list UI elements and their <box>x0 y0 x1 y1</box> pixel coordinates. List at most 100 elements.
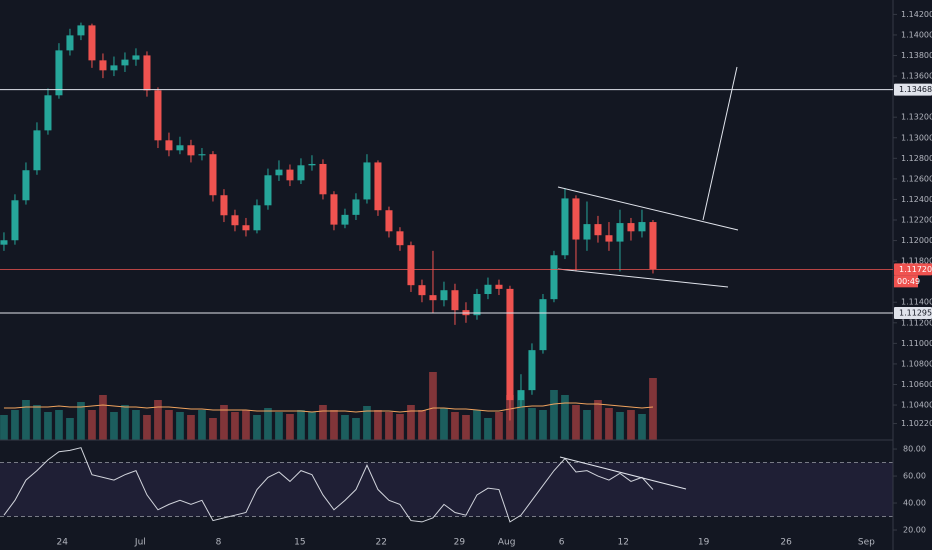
volume-bar <box>418 410 426 440</box>
candle-body <box>418 285 426 296</box>
volume-bar <box>638 414 646 440</box>
price-level-box <box>894 263 932 276</box>
candle-body <box>616 223 624 242</box>
y-tick-label: 1.13000 <box>901 133 932 142</box>
candle-body <box>352 199 360 215</box>
rsi-line <box>3 447 654 523</box>
volume-bar <box>44 412 52 440</box>
y-tick-label: 1.13800 <box>901 51 932 60</box>
candle-body <box>429 295 437 301</box>
candle-body <box>528 350 536 391</box>
candle-body <box>99 60 107 71</box>
y-tick-label: 1.12000 <box>901 236 932 245</box>
candle-body <box>286 169 294 181</box>
trend-line <box>557 186 739 231</box>
volume-bar <box>517 400 525 440</box>
y-tick-label: 1.13200 <box>901 113 932 122</box>
volume-bar <box>451 412 459 440</box>
candle-body <box>539 299 547 351</box>
x-tick-label: 29 <box>454 538 466 548</box>
y-tick-label: 1.11200 <box>901 318 932 327</box>
volume-bar <box>88 410 96 440</box>
volume-bar <box>0 415 8 440</box>
candle-body <box>165 140 173 151</box>
candle-body <box>572 198 580 240</box>
volume-bar <box>22 400 30 440</box>
volume-bar <box>264 408 272 440</box>
rsi-tick-label: 40.00 <box>903 499 926 508</box>
volume-bar <box>308 412 316 440</box>
volume-bar <box>55 410 63 440</box>
candle-body <box>231 215 239 226</box>
volume-bar <box>352 418 360 440</box>
x-tick-label: 26 <box>780 538 792 548</box>
mid-layer <box>0 22 657 523</box>
candle-body <box>385 210 393 232</box>
candle-body <box>583 224 591 240</box>
volume-bar <box>528 408 536 440</box>
projection-line <box>702 66 738 221</box>
x-tick-label: Aug <box>498 538 516 548</box>
candle-body <box>198 154 206 156</box>
price-level-box <box>894 83 932 96</box>
volume-bar <box>11 410 19 440</box>
candle-body <box>561 198 569 256</box>
volume-bar <box>165 410 173 440</box>
x-tick-label: 24 <box>57 538 69 548</box>
y-tick-label: 1.10220 <box>901 419 932 428</box>
y-tick-label: 1.10400 <box>901 401 932 410</box>
volume-bar <box>110 412 118 440</box>
trend-line <box>557 268 729 288</box>
candle-body <box>154 90 162 141</box>
x-tick-label: Sep <box>858 538 875 548</box>
candle-body <box>11 200 19 241</box>
volume-bar <box>550 390 558 440</box>
candle-body <box>451 290 459 311</box>
volume-bar <box>33 405 41 440</box>
volume-bar <box>220 405 228 440</box>
volume-bar <box>275 412 283 440</box>
candle-body <box>132 55 140 60</box>
candle-body <box>319 163 327 195</box>
volume-bar <box>121 405 129 440</box>
front-layer: 1.14200 1.14000 1.13800 1.13600 1.13200 1.130… <box>0 10 932 548</box>
candle-body <box>605 235 613 242</box>
volume-bar <box>396 414 404 440</box>
volume-bar <box>363 406 371 440</box>
candle-body <box>473 294 481 316</box>
rsi-tick-label: 80.00 <box>903 445 926 454</box>
candle-body <box>121 59 129 66</box>
volume-bar <box>242 410 250 440</box>
volume-bar <box>187 415 195 440</box>
volume-bar <box>286 414 294 440</box>
volume-bar <box>385 412 393 440</box>
y-tick-label: 1.11400 <box>901 298 932 307</box>
candle-body <box>330 194 338 225</box>
y-tick-label: 1.14200 <box>901 10 932 19</box>
rsi-tick-label: 20.00 <box>903 526 926 535</box>
volume-bar <box>649 378 657 440</box>
candle-body <box>220 195 228 216</box>
volume-bar <box>429 372 437 440</box>
candle-body <box>77 25 85 36</box>
volume-bar <box>99 395 107 440</box>
volume-bar <box>374 410 382 440</box>
candle-body <box>374 162 382 211</box>
x-tick-label: 15 <box>294 538 305 548</box>
volume-bar <box>583 410 591 440</box>
volume-bar <box>627 410 635 440</box>
candle-body <box>187 145 195 156</box>
volume-bar <box>253 415 261 440</box>
y-tick-label: 1.12400 <box>901 195 932 204</box>
x-tick-label: 19 <box>698 538 710 548</box>
y-tick-label: 1.10800 <box>901 359 932 368</box>
volume-bar <box>605 408 613 440</box>
candle-body <box>242 225 250 231</box>
volume-bar <box>132 410 140 440</box>
candle-body <box>440 290 448 301</box>
rsi-band <box>0 462 893 517</box>
y-tick-label: 1.11000 <box>901 339 932 348</box>
y-tick-label: 1.12600 <box>901 174 932 183</box>
volume-bar <box>484 418 492 440</box>
drawings <box>557 66 739 490</box>
